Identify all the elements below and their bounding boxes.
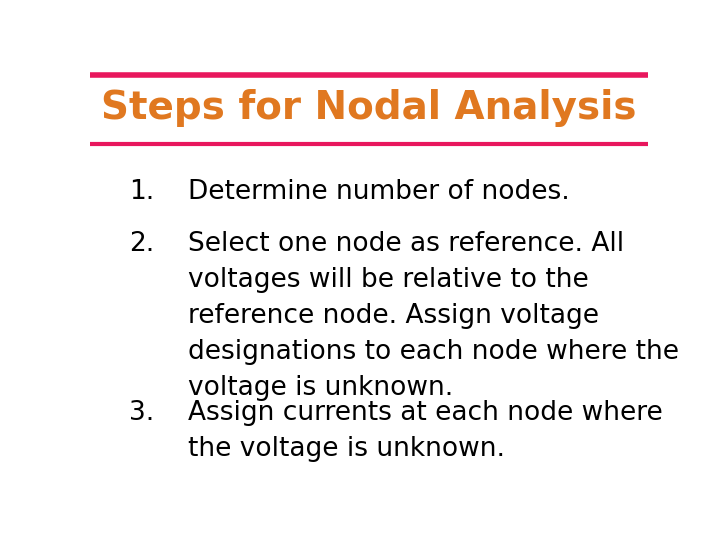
Text: 2.: 2.	[129, 231, 154, 257]
Text: Steps for Nodal Analysis: Steps for Nodal Analysis	[102, 90, 636, 127]
Text: 3.: 3.	[129, 400, 154, 426]
Text: Assign currents at each node where
the voltage is unknown.: Assign currents at each node where the v…	[188, 400, 662, 462]
Text: 1.: 1.	[129, 179, 154, 205]
Text: Select one node as reference. All
voltages will be relative to the
reference nod: Select one node as reference. All voltag…	[188, 231, 679, 401]
Text: Determine number of nodes.: Determine number of nodes.	[188, 179, 570, 205]
